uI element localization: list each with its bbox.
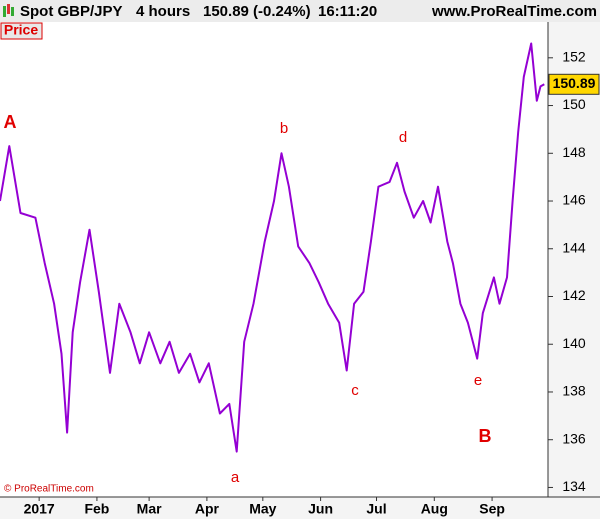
time: 16:11:20	[318, 3, 377, 20]
wave-label: B	[479, 426, 492, 446]
interval: 4 hours	[136, 3, 190, 20]
y-tick-label: 134	[562, 478, 586, 494]
logo-icon	[3, 4, 14, 17]
wave-label: d	[399, 129, 407, 146]
y-tick-label: 142	[562, 287, 586, 303]
x-tick-label: Sep	[479, 501, 505, 517]
wave-label: A	[4, 112, 17, 132]
x-tick-label: Aug	[421, 501, 448, 517]
x-tick-label: Jul	[366, 501, 386, 517]
y-tick-label: 144	[562, 239, 586, 255]
y-axis-panel	[548, 22, 600, 519]
x-tick-label: 2017	[24, 501, 55, 517]
quote: 150.89 (-0.24%)	[203, 3, 311, 20]
panel-label-box	[0, 22, 43, 40]
wave-label: b	[280, 120, 288, 137]
x-tick-label: Apr	[195, 501, 220, 517]
x-tick-label: Jun	[308, 501, 333, 517]
x-tick-label: Mar	[137, 501, 162, 517]
wave-label: e	[474, 372, 482, 389]
y-tick-label: 150	[562, 96, 586, 112]
panel-label: Price	[4, 22, 38, 38]
y-tick-label: 152	[562, 49, 586, 65]
x-tick-label: May	[249, 501, 276, 517]
copyright: © ProRealTime.com	[4, 484, 94, 495]
price-line	[0, 42, 545, 453]
y-tick-label: 138	[562, 383, 586, 399]
x-axis-panel	[0, 497, 600, 519]
wave-label: a	[231, 469, 240, 486]
wave-label: c	[351, 382, 359, 399]
site: www.ProRealTime.com	[431, 3, 597, 20]
symbol: Spot GBP/JPY	[20, 3, 123, 20]
x-tick-label: Feb	[84, 501, 109, 517]
last-price-tag	[548, 73, 600, 95]
header-bar	[0, 0, 600, 22]
last-price-label: 150.89	[553, 75, 596, 91]
y-tick-label: 146	[562, 192, 586, 208]
y-tick-label: 148	[562, 144, 586, 160]
y-tick-label: 140	[562, 335, 586, 351]
y-tick-label: 136	[562, 430, 586, 446]
